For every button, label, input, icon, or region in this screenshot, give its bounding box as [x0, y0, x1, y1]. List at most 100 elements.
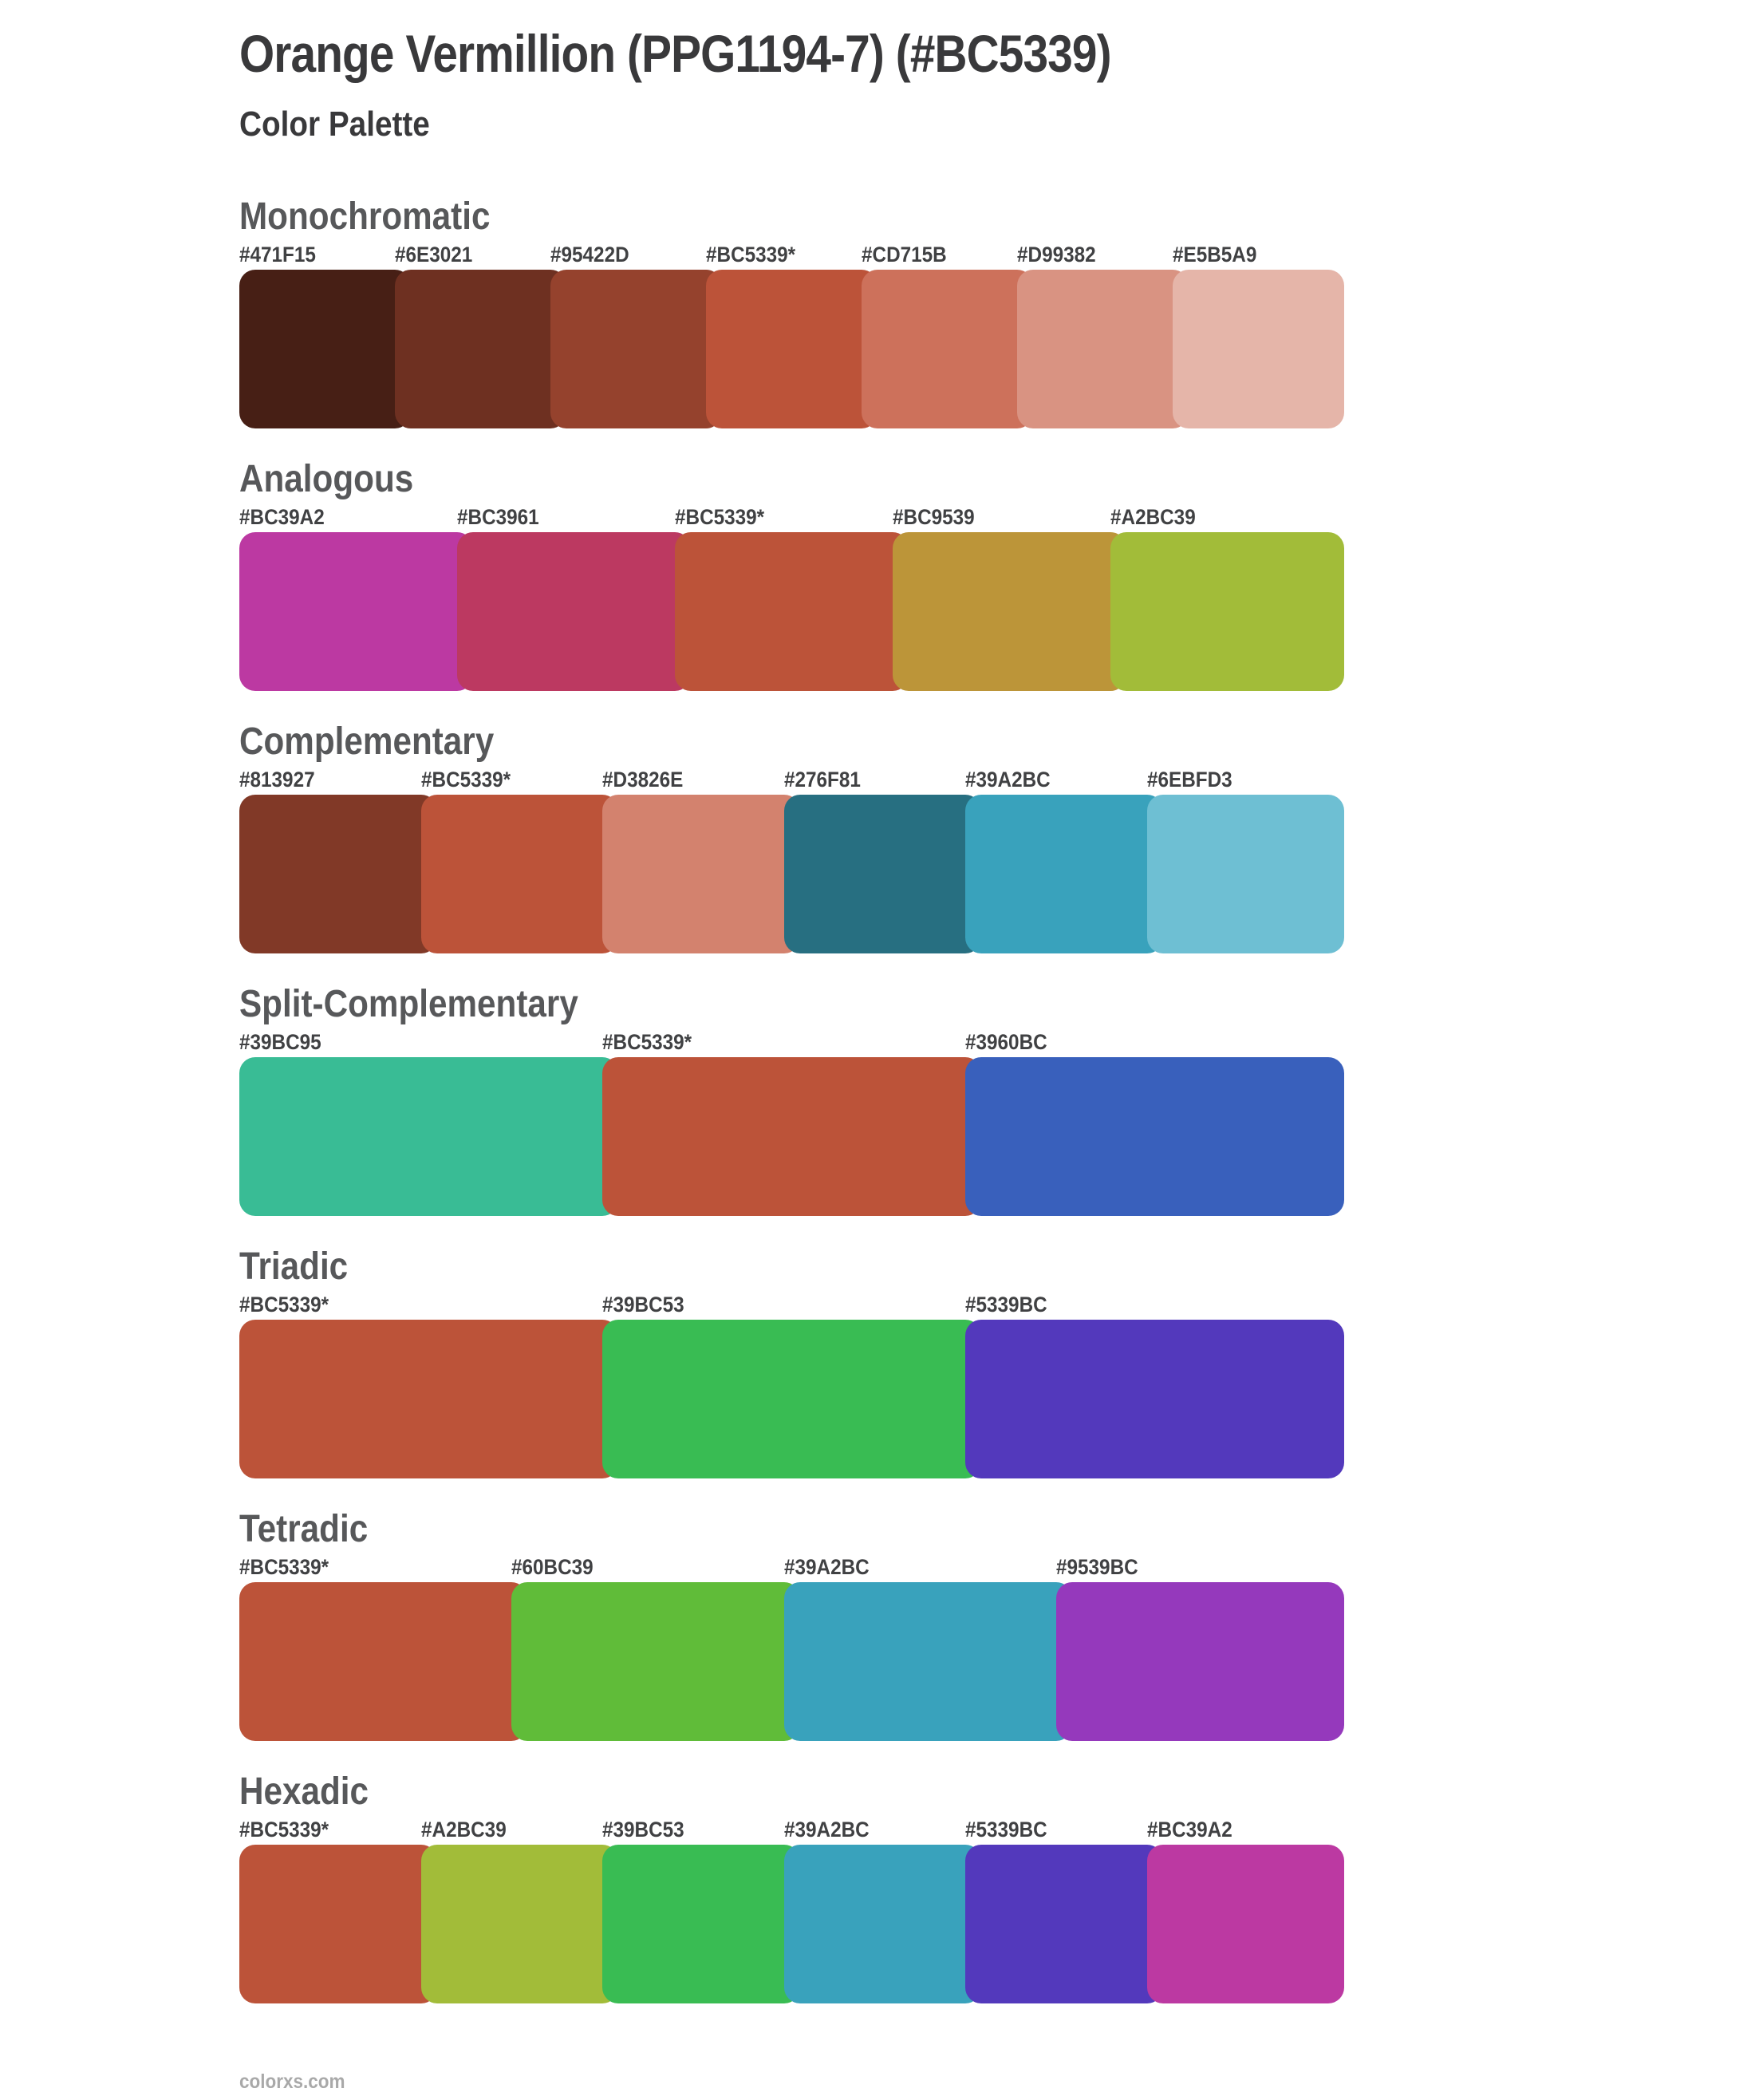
swatch-hex-label: #9539BC — [1055, 1555, 1138, 1579]
swatch-hex-label: #39BC53 — [602, 1818, 684, 1841]
color-swatch[interactable] — [239, 795, 437, 953]
swatch-hex-label: #BC39A2 — [1146, 1818, 1232, 1841]
color-swatch[interactable] — [783, 1582, 1072, 1741]
color-swatch[interactable] — [1146, 1845, 1344, 2003]
palette-section: Triadic #BC5339* #39BC53 #5339BC — [239, 1248, 1755, 1478]
swatch-label-row: #BC39A2 #BC3961 #BC5339* #BC9539 #A2BC39 — [239, 507, 1328, 528]
section-title: Hexadic — [239, 1770, 369, 1813]
page-title: Orange Vermillion (PPG1194-7) (#BC5339) — [239, 24, 1112, 83]
swatch-hex-label: #BC9539 — [893, 505, 975, 529]
color-swatch[interactable] — [783, 795, 981, 953]
color-swatch[interactable] — [239, 1582, 528, 1741]
swatch-hex-label: #BC39A2 — [239, 505, 325, 529]
swatch-hex-label: #6EBFD3 — [1146, 768, 1232, 791]
color-swatch[interactable] — [602, 1057, 981, 1216]
palette-section: Hexadic #BC5339* #A2BC39 #39BC53 #39A2BC #53… — [239, 1773, 1755, 2003]
swatch-row — [239, 1845, 1344, 2003]
swatch-hex-label: #BC5339* — [602, 1030, 692, 1054]
swatch-label-row: #BC5339* #A2BC39 #39BC53 #39A2BC #5339BC #BC3… — [239, 1819, 1328, 1841]
palette-section: Analogous #BC39A2 #BC3961 #BC5339* #BC9539 #… — [239, 460, 1755, 691]
color-swatch[interactable] — [862, 270, 1033, 428]
color-swatch[interactable] — [965, 1845, 1163, 2003]
swatch-hex-label: #813927 — [239, 768, 315, 791]
section-title: Monochromatic — [239, 195, 491, 238]
swatch-hex-label: #39A2BC — [783, 1818, 870, 1841]
color-swatch[interactable] — [395, 270, 566, 428]
color-swatch[interactable] — [239, 1845, 437, 2003]
swatch-hex-label: #A2BC39 — [1110, 505, 1196, 529]
swatch-row — [239, 795, 1344, 953]
section-title: Analogous — [239, 458, 414, 500]
swatch-hex-label: #60BC39 — [511, 1555, 594, 1579]
swatch-hex-label: #BC5339* — [706, 243, 796, 266]
palette-section: Split-Complementary #39BC95 #BC5339* #3960… — [239, 985, 1755, 1216]
color-swatch[interactable] — [706, 270, 878, 428]
section-title: Triadic — [239, 1245, 349, 1288]
swatch-hex-label: #CD715B — [862, 243, 947, 266]
swatch-hex-label: #A2BC39 — [420, 1818, 507, 1841]
color-swatch[interactable] — [965, 795, 1163, 953]
page-subtitle: Color Palette — [239, 105, 430, 144]
swatch-hex-label: #3960BC — [965, 1030, 1047, 1054]
swatch-hex-label: #39A2BC — [965, 768, 1051, 791]
color-swatch[interactable] — [420, 795, 618, 953]
swatch-label-row: #471F15 #6E3021 #95422D #BC5339* #CD715B #D99… — [239, 244, 1328, 266]
swatch-label-row: #813927 #BC5339* #D3826E #276F81 #39A2BC #6EB… — [239, 769, 1328, 791]
color-swatch[interactable] — [1017, 270, 1189, 428]
swatch-row — [239, 1582, 1344, 1741]
swatch-hex-label: #6E3021 — [395, 243, 473, 266]
color-swatch[interactable] — [239, 270, 411, 428]
color-swatch[interactable] — [511, 1582, 800, 1741]
section-title: Tetradic — [239, 1508, 369, 1550]
color-swatch[interactable] — [602, 1320, 981, 1478]
color-swatch[interactable] — [1146, 795, 1344, 953]
section-title: Complementary — [239, 720, 495, 763]
swatch-row — [239, 532, 1344, 691]
swatch-hex-label: #5339BC — [965, 1293, 1047, 1316]
color-swatch[interactable] — [783, 1845, 981, 2003]
color-swatch[interactable] — [239, 532, 473, 691]
color-swatch[interactable] — [457, 532, 691, 691]
swatch-hex-label: #D99382 — [1017, 243, 1096, 266]
section-title: Split-Complementary — [239, 983, 578, 1025]
swatch-hex-label: #BC5339* — [239, 1555, 329, 1579]
swatch-hex-label: #276F81 — [783, 768, 861, 791]
swatch-hex-label: #D3826E — [602, 768, 684, 791]
swatch-hex-label: #5339BC — [965, 1818, 1047, 1841]
color-swatch[interactable] — [239, 1057, 618, 1216]
swatch-label-row: #BC5339* #39BC53 #5339BC — [239, 1294, 1328, 1316]
color-swatch[interactable] — [550, 270, 722, 428]
palette-section: Complementary #813927 #BC5339* #D3826E #276… — [239, 723, 1755, 953]
swatch-row — [239, 1320, 1344, 1478]
swatch-hex-label: #BC3961 — [457, 505, 539, 529]
color-swatch[interactable] — [602, 795, 800, 953]
color-swatch[interactable] — [602, 1845, 800, 2003]
color-swatch[interactable] — [420, 1845, 618, 2003]
swatch-hex-label: #BC5339* — [239, 1818, 329, 1841]
color-swatch[interactable] — [1055, 1582, 1344, 1741]
footer-site-link[interactable]: colorxs.com — [239, 2070, 345, 2093]
swatch-hex-label: #E5B5A9 — [1173, 243, 1257, 266]
color-swatch[interactable] — [893, 532, 1126, 691]
color-swatch[interactable] — [675, 532, 909, 691]
swatch-hex-label: #BC5339* — [239, 1293, 329, 1316]
swatch-hex-label: #39A2BC — [783, 1555, 870, 1579]
swatch-hex-label: #BC5339* — [675, 505, 765, 529]
color-swatch[interactable] — [1173, 270, 1344, 428]
swatch-hex-label: #471F15 — [239, 243, 316, 266]
color-swatch[interactable] — [965, 1320, 1344, 1478]
swatch-hex-label: #95422D — [550, 243, 629, 266]
swatch-hex-label: #39BC53 — [602, 1293, 684, 1316]
swatch-row — [239, 1057, 1344, 1216]
swatch-hex-label: #BC5339* — [420, 768, 511, 791]
palette-section: Tetradic #BC5339* #60BC39 #39A2BC #9539BC — [239, 1510, 1755, 1741]
color-swatch[interactable] — [965, 1057, 1344, 1216]
swatch-label-row: #39BC95 #BC5339* #3960BC — [239, 1032, 1328, 1053]
color-swatch[interactable] — [239, 1320, 618, 1478]
swatch-label-row: #BC5339* #60BC39 #39A2BC #9539BC — [239, 1557, 1328, 1578]
color-swatch[interactable] — [1110, 532, 1344, 691]
palette-sections: Monochromatic #471F15 #6E3021 #95422D #BC53… — [239, 198, 1755, 2003]
swatch-hex-label: #39BC95 — [239, 1030, 321, 1054]
swatch-row — [239, 270, 1344, 428]
